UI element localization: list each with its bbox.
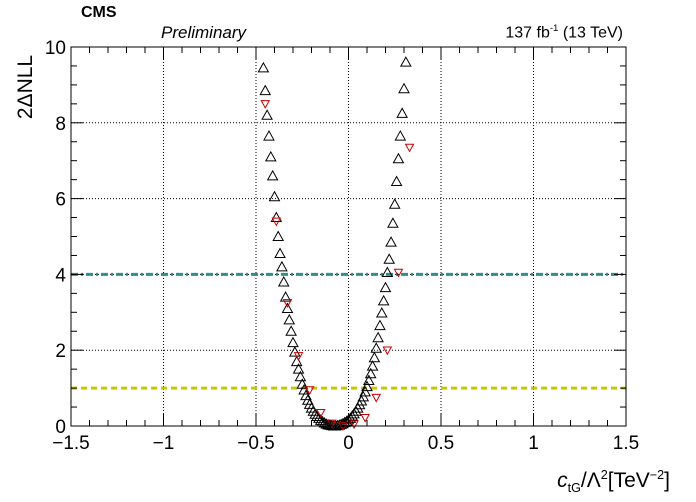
x-axis-close: ] <box>664 469 670 492</box>
data-point-down <box>349 420 359 430</box>
data-point-up <box>387 217 399 228</box>
data-point-up <box>320 418 333 429</box>
data-point-up <box>274 247 286 259</box>
data-point-up <box>268 190 281 202</box>
data-point-up <box>359 385 371 397</box>
data-point-up <box>383 253 396 264</box>
data-point-up <box>264 150 277 162</box>
data-point-up <box>364 367 377 379</box>
data-point-up <box>285 325 297 336</box>
data-point-up <box>287 336 299 348</box>
chart-axes: −1.5 −1 −0.5 0 0.5 1 1.5 0 2 4 6 8 10 <box>45 38 639 454</box>
lumi-value: 137 fb <box>505 24 550 42</box>
data-point-up <box>396 107 408 118</box>
data-point-up <box>294 370 307 382</box>
data-point-up <box>388 198 401 209</box>
data-point-up <box>270 211 283 223</box>
preliminary-label: Preliminary <box>161 23 247 42</box>
data-point-up <box>390 175 403 187</box>
reference-lines <box>71 272 626 390</box>
data-point-down <box>282 299 293 308</box>
data-point-up <box>259 84 272 96</box>
x-axis-label: ctG/Λ2[TeV−2] <box>557 468 670 495</box>
data-point-up <box>276 260 288 272</box>
x-tick-label: −0.5 <box>237 433 275 454</box>
data-point-up <box>300 389 312 401</box>
data-point-up <box>289 346 301 357</box>
data-point-up <box>385 236 397 247</box>
luminosity-label: 137 fb-1 (13 TeV) <box>505 23 623 42</box>
data-point-up <box>375 307 388 318</box>
data-point-down <box>393 268 404 278</box>
data-point-down <box>260 100 271 109</box>
data-point-up <box>400 56 412 67</box>
y-tick-label: 10 <box>45 38 66 59</box>
data-point-up <box>277 275 290 287</box>
data-point-down <box>315 409 326 418</box>
data-point-up <box>377 294 390 306</box>
y-tick-label: 2 <box>55 341 66 362</box>
x-tick-label: 0 <box>343 433 354 454</box>
data-point-down <box>404 143 415 153</box>
data-point-down <box>271 217 282 227</box>
x-axis-sub: tG <box>567 481 581 496</box>
data-point-up <box>292 363 305 374</box>
y-axis-label: 2ΔNLL <box>14 54 37 120</box>
x-tick-label: −1.5 <box>52 433 90 454</box>
data-point-up <box>263 130 275 141</box>
y-tick-label: 4 <box>55 265 66 286</box>
data-point-up <box>370 342 383 353</box>
data-point-up <box>309 408 322 419</box>
data-point-up <box>372 331 384 343</box>
data-point-up <box>392 152 405 164</box>
lumi-energy: (13 TeV) <box>558 24 623 42</box>
data-point-up <box>279 291 292 302</box>
x-tick-label: 1.5 <box>613 433 639 454</box>
x-axis-unit: [TeV <box>607 469 650 492</box>
x-tick-label: 1 <box>528 433 539 454</box>
data-point-up <box>272 230 285 241</box>
data-point-up <box>374 319 386 331</box>
data-point-down <box>382 346 393 356</box>
data-point-up <box>311 410 323 422</box>
x-tick-label: 0.5 <box>428 433 454 454</box>
data-point-up <box>281 302 294 314</box>
data-point-up <box>340 415 353 426</box>
data-point-up <box>257 61 270 73</box>
x-tick-label: −1 <box>153 433 175 454</box>
x-axis-mid: /Λ <box>580 469 601 492</box>
x-axis-unit-sup: −2 <box>649 468 665 482</box>
data-point-down <box>371 393 382 403</box>
data-point-up <box>363 374 375 386</box>
data-point-up <box>261 109 273 120</box>
lumi-exponent: -1 <box>549 23 559 34</box>
experiment-label: CMS <box>81 4 117 21</box>
data-point-down <box>304 386 315 396</box>
y-tick-label: 0 <box>55 417 66 438</box>
y-tick-label: 8 <box>55 114 66 135</box>
chart-marks <box>257 56 415 432</box>
data-point-up <box>381 266 394 278</box>
y-tick-label: 6 <box>55 190 66 211</box>
data-point-down <box>360 413 370 423</box>
chart-grid <box>71 47 626 426</box>
x-axis-sup: 2 <box>600 468 608 482</box>
data-point-up <box>283 313 296 325</box>
data-point-down <box>293 352 304 361</box>
data-point-up <box>366 360 379 371</box>
data-point-up <box>313 412 325 423</box>
x-axis-var: c <box>557 469 568 492</box>
data-point-up <box>361 380 373 392</box>
data-point-up <box>394 130 407 141</box>
data-point-up <box>290 355 303 367</box>
data-point-up <box>266 169 279 181</box>
data-point-up <box>379 281 392 293</box>
data-point-up <box>398 82 410 94</box>
data-point-up <box>368 351 381 363</box>
